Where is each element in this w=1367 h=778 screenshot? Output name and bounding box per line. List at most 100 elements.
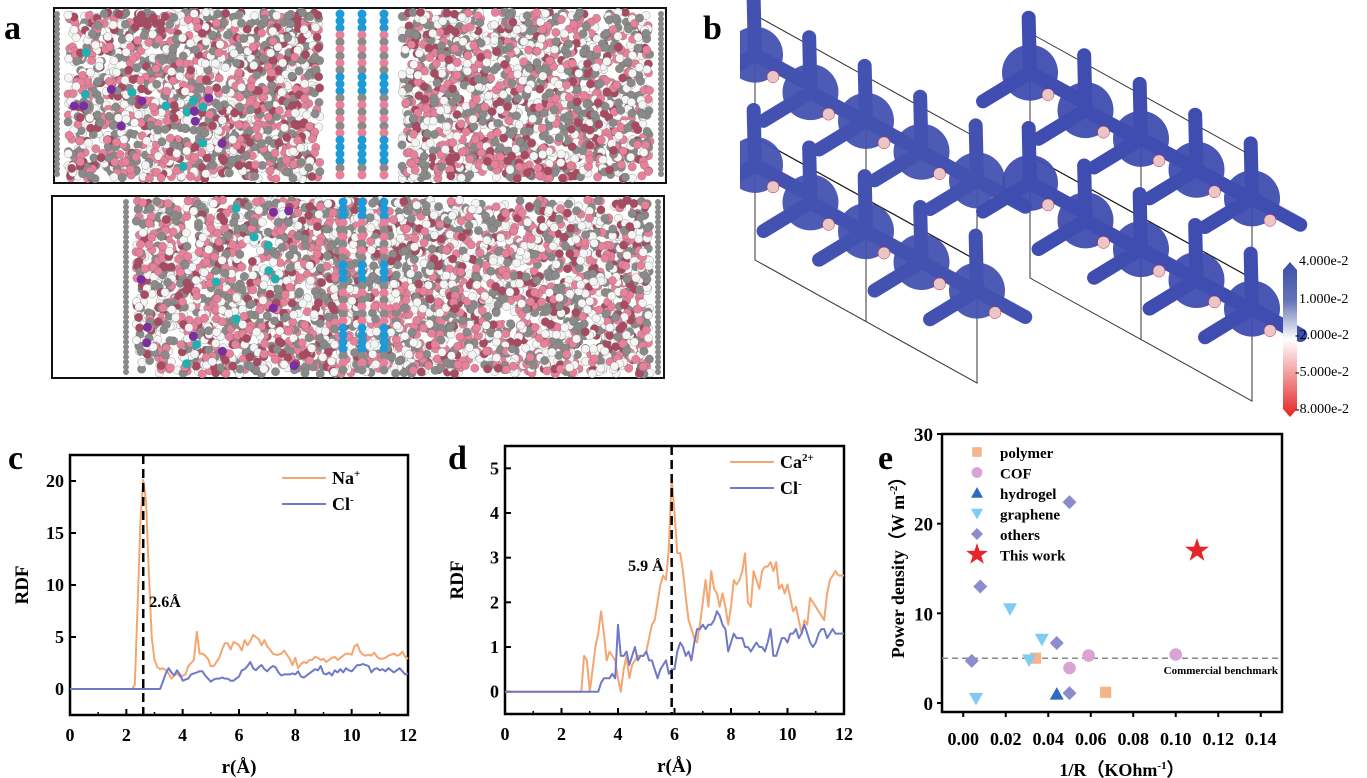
solvent-atom (304, 163, 314, 173)
solvent-atom (287, 71, 297, 81)
solvent-atom (85, 171, 95, 181)
solvent-atom (283, 11, 293, 21)
wall-atom (54, 71, 60, 77)
wall-atom (54, 146, 60, 152)
solvent-atom (228, 135, 237, 144)
solvent-atom (623, 123, 633, 133)
solvent-atom (250, 171, 260, 181)
solvent-atom (162, 116, 172, 126)
solvent-atom (551, 94, 561, 103)
solvent-atom (598, 155, 608, 165)
solvent-atom (639, 148, 649, 157)
solvent-atom (217, 153, 227, 163)
solvent-atom (208, 30, 217, 40)
solvent-atom (290, 108, 300, 118)
panel-label-c: c (8, 440, 24, 477)
solvent-atom (314, 43, 323, 53)
solvent-atom (633, 140, 642, 150)
wall-atom (54, 131, 60, 137)
solvent-atom (429, 94, 439, 103)
ion-atom (81, 48, 91, 58)
solvent-atom (524, 45, 534, 55)
solvent-atom (121, 47, 131, 57)
solvent-atom (299, 25, 309, 34)
solvent-atom (489, 65, 499, 75)
solvent-atom (178, 33, 187, 43)
solvent-atom (263, 227, 273, 237)
solvent-atom (636, 76, 646, 86)
solvent-atom (267, 68, 276, 77)
solvent-atom (119, 135, 129, 144)
solvent-atom (492, 128, 502, 138)
solvent-atom (508, 18, 518, 27)
solvent-atom (234, 161, 244, 171)
solvent-atom (63, 117, 73, 127)
wall-atom (54, 41, 60, 47)
ion-atom (198, 138, 208, 148)
solvent-atom (270, 148, 280, 158)
solvent-atom (411, 30, 421, 40)
solvent-atom (505, 43, 514, 52)
wall-atom (54, 66, 60, 72)
ion-atom (137, 96, 147, 106)
solvent-atom (491, 173, 501, 182)
solvent-atom (120, 75, 130, 85)
wall-atom (54, 36, 60, 42)
solvent-atom (180, 123, 189, 133)
panel-label-d: d (448, 440, 467, 477)
solvent-atom (421, 104, 431, 113)
solvent-atom (465, 154, 475, 164)
wall-atom (658, 11, 664, 17)
solvent-atom (148, 13, 158, 23)
solvent-atom (132, 63, 141, 73)
solvent-atom (153, 125, 163, 135)
solvent-atom (532, 8, 542, 18)
solvent-atom (513, 69, 522, 79)
simulation-box-top (53, 7, 667, 184)
solvent-atom (513, 94, 522, 103)
solvent-atom (63, 10, 73, 20)
solvent-atom (547, 113, 556, 123)
solvent-atom (114, 9, 124, 19)
solvent-atom (210, 58, 220, 68)
solvent-atom (504, 116, 514, 125)
solvent-atom (562, 80, 571, 90)
solvent-atom (468, 114, 478, 124)
solvent-atom (131, 152, 141, 162)
solvent-atom (515, 137, 525, 146)
solvent-atom (290, 52, 300, 62)
wall-atom (54, 26, 60, 32)
ion-atom (106, 85, 116, 94)
solvent-atom (200, 128, 210, 138)
solvent-atom (564, 111, 573, 121)
solvent-atom (249, 61, 259, 70)
solvent-atom (538, 71, 548, 81)
solvent-atom (506, 130, 516, 139)
solvent-atom (136, 18, 146, 28)
solvent-atom (280, 123, 289, 133)
solvent-atom (201, 37, 211, 46)
solvent-atom (302, 110, 312, 120)
solvent-atom (297, 35, 307, 44)
ion-atom (161, 101, 171, 111)
solvent-atom (608, 25, 618, 35)
wall-atom (658, 41, 664, 47)
solvent-atom (312, 32, 322, 42)
solvent-atom (585, 140, 595, 150)
solvent-atom (68, 89, 78, 98)
solvent-atom (519, 127, 529, 137)
solvent-atom (314, 72, 324, 82)
solvent-atom (423, 129, 432, 139)
solvent-atom (160, 125, 170, 134)
solvent-atom (201, 59, 210, 68)
solvent-atom (442, 122, 452, 131)
solvent-atom (157, 137, 167, 147)
solvent-atom (275, 75, 285, 84)
solvent-atom (414, 48, 424, 58)
solvent-atom (120, 100, 129, 109)
solvent-atom (505, 165, 515, 175)
wall-atom (658, 76, 664, 82)
solvent-atom (245, 96, 255, 106)
solvent-atom (252, 70, 262, 80)
solvent-atom (416, 7, 425, 17)
